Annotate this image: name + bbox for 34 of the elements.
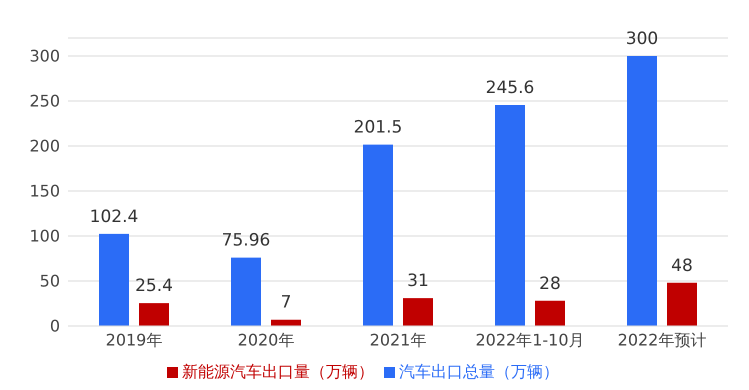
- data-label: 25.4: [135, 276, 173, 296]
- data-label: 245.6: [486, 78, 534, 98]
- data-label: 7: [280, 292, 292, 313]
- bar: [403, 298, 433, 326]
- x-tick-label: 2021年: [370, 330, 426, 350]
- y-tick-label: 100: [29, 226, 60, 246]
- y-tick-label: 50: [40, 272, 60, 291]
- y-tick-label: 250: [29, 92, 60, 111]
- y-tick-label: 150: [29, 182, 60, 201]
- x-tick-label: 2020年: [238, 330, 294, 350]
- x-tick-label: 2022年预计: [618, 330, 706, 350]
- bar: [139, 303, 169, 326]
- bar: [627, 56, 657, 326]
- legend-label: 新能源汽车出口量（万辆）: [182, 362, 374, 381]
- bar: [363, 144, 393, 326]
- data-label: 201.5: [354, 118, 402, 138]
- bar: [231, 258, 261, 326]
- bar: [495, 104, 525, 326]
- x-tick-label: 2022年1-10月: [475, 330, 585, 350]
- bar: [271, 320, 301, 326]
- x-tick-label: 2019年: [106, 330, 162, 350]
- data-label: 28: [539, 274, 561, 294]
- data-label: 300: [626, 29, 658, 49]
- data-label: 31: [407, 271, 429, 292]
- y-tick-label: 200: [29, 136, 60, 156]
- bar: [99, 234, 129, 326]
- data-label: 102.4: [90, 206, 138, 227]
- y-tick-label: 300: [29, 46, 60, 66]
- bar: [535, 300, 565, 326]
- data-label: 48: [671, 256, 693, 276]
- data-label: 75.96: [222, 230, 270, 251]
- y-tick-label: 0: [50, 316, 60, 336]
- bar: [667, 282, 697, 326]
- legend-label: 汽车出口总量（万辆）: [399, 362, 559, 381]
